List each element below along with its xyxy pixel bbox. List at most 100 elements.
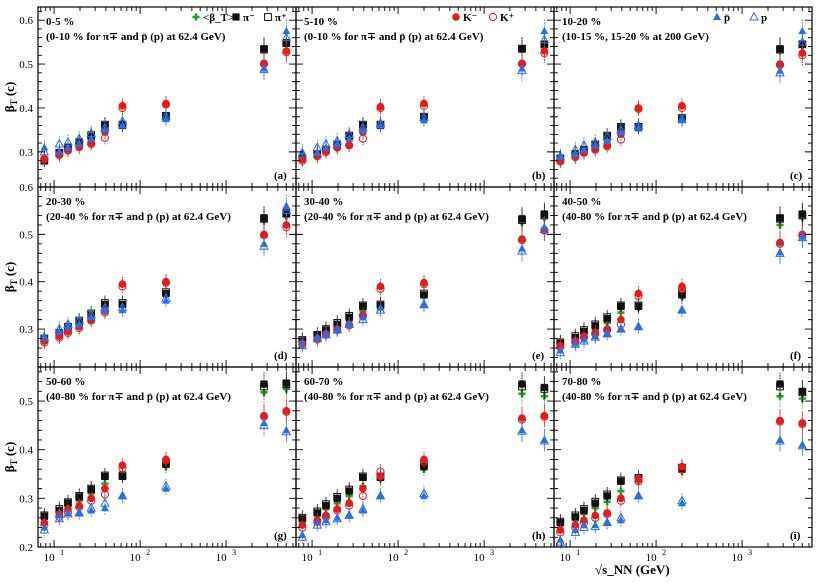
data-point-pion_plus — [540, 384, 549, 393]
data-point-pion_minus — [540, 383, 548, 392]
data-point-pion_minus — [345, 487, 353, 495]
data-point-proton — [555, 150, 566, 160]
legend-proton-marker — [749, 11, 759, 21]
legend-pion-plus-marker — [264, 13, 272, 21]
data-point-proton — [677, 495, 687, 505]
data-point-proton — [259, 63, 269, 73]
panel-label: (a) — [274, 170, 287, 182]
data-point-proton — [54, 513, 65, 523]
data-point-kaon_minus — [118, 461, 127, 470]
data-point-pbar — [616, 324, 625, 333]
data-point-pbar — [282, 26, 291, 35]
data-point-kaon_plus — [540, 412, 549, 421]
data-point-proton — [39, 331, 50, 341]
data-point-kaon_plus — [282, 407, 291, 416]
data-point-pbar — [161, 296, 170, 304]
data-point-pbar — [419, 115, 428, 124]
data-point-pbar — [419, 491, 428, 499]
legend-kaon-minus-label: K⁻ — [463, 12, 478, 24]
data-point-proton — [54, 138, 65, 148]
x-tick-label: 10 — [388, 552, 400, 564]
panel-a: 0-5 % (0-10 % for π∓ and p̄ (p) at 62.4 G… — [39, 16, 292, 182]
panel-h: 60-70 % (40-80 % for π∓ and p̄ (p) at 62.… — [297, 372, 550, 545]
data-point-pion_plus — [518, 216, 526, 225]
x-tick-exponent: 3 — [748, 548, 752, 557]
data-point-kaon_plus — [419, 457, 429, 466]
data-point-kaon_plus — [118, 464, 127, 473]
panel-centrality: 40-50 % — [562, 196, 601, 208]
data-point-pion_minus — [420, 463, 428, 471]
ylabel-main: β — [2, 285, 17, 292]
data-point-pbar — [161, 484, 170, 492]
data-point-kaon_plus — [118, 282, 127, 291]
frames — [37, 6, 813, 548]
y-tick-label: 0.3 — [19, 493, 33, 505]
panel-note: (40-80 % for π∓ and p̄ (p) at 62.4 GeV) — [562, 211, 747, 223]
data-point-proton — [797, 36, 808, 46]
legend-pbar-marker — [713, 12, 721, 20]
data-point-proton — [590, 331, 601, 341]
data-point-proton — [775, 247, 785, 257]
data-point-pion_minus — [603, 492, 611, 500]
data-point-pbar — [798, 26, 807, 35]
data-point-proton — [579, 522, 589, 532]
data-point-kaon_plus — [677, 465, 687, 474]
data-point-proton — [39, 146, 50, 156]
data-point-proton — [54, 323, 65, 333]
ylabel-main: β — [2, 105, 17, 112]
panel-centrality: 10-20 % — [562, 16, 601, 28]
data-point-proton — [579, 139, 589, 149]
data-point-proton — [539, 34, 550, 44]
panel-g: 50-60 % (40-80 % for π∓ and p̄ (p) at 62.… — [39, 371, 292, 542]
panel-label: (b) — [532, 170, 546, 182]
data-point-proton — [297, 340, 308, 350]
x-tick-exponent: 2 — [146, 548, 150, 557]
x-tick-exponent: 2 — [404, 548, 408, 557]
data-point-kaon_plus — [634, 291, 643, 301]
data-point-pbar — [634, 322, 643, 330]
legend-pbar-label: p̄ — [724, 12, 730, 24]
data-point-proton — [344, 318, 355, 328]
data-point-proton — [579, 335, 589, 345]
data-point-pbar — [75, 139, 84, 147]
data-point-pion_plus — [776, 214, 784, 223]
y-tick-label: 0.4 — [19, 445, 33, 457]
data-point-pbar — [333, 139, 342, 147]
x-tick-label: 10 — [302, 552, 314, 564]
ylabel-unit: (c) — [2, 262, 17, 280]
data-point-kaon_plus — [775, 417, 785, 426]
data-point-proton — [344, 128, 355, 138]
panel-note: (40-80 % for π∓ and p̄ (p) at 62.4 GeV) — [304, 391, 489, 403]
data-point-pion_plus — [603, 490, 612, 499]
x-tick-exponent: 1 — [576, 548, 580, 557]
legend-kaon-minus-marker — [452, 13, 460, 21]
data-point-proton — [775, 67, 785, 77]
data-point-proton — [63, 508, 73, 518]
ylabel-unit: (c) — [2, 442, 17, 460]
data-point-kaon_plus — [677, 284, 687, 293]
panel-centrality: 0-5 % — [46, 16, 74, 28]
data-point-pbar — [118, 305, 127, 314]
data-point-pion_plus — [345, 485, 354, 494]
data-point-proton — [259, 240, 269, 250]
data-point-kaon_plus — [376, 103, 385, 113]
y-axis-label-text: βT (c) — [2, 262, 19, 293]
data-point-proton — [312, 519, 323, 529]
data-point-proton — [74, 315, 85, 325]
data-point-proton — [312, 142, 323, 151]
y-tick-label: 0.6 — [19, 15, 33, 27]
data-point-pion_plus — [101, 471, 109, 480]
data-point-proton — [332, 324, 343, 334]
data-point-pion_plus — [260, 382, 268, 391]
data-point-pbar — [345, 319, 354, 328]
panel-centrality: 20-30 % — [46, 196, 85, 208]
panel-centrality: 30-40 % — [304, 196, 343, 208]
data-point-proton — [375, 490, 386, 500]
ylabel-sub: T — [9, 279, 19, 285]
y-tick-label: 0.3 — [19, 147, 33, 159]
data-point-kaon_plus — [798, 419, 807, 429]
data-point-pbar — [616, 515, 625, 524]
data-point-pion_plus — [580, 505, 588, 513]
data-point-kaon_plus — [161, 456, 171, 465]
data-point-pion_minus — [518, 215, 526, 223]
